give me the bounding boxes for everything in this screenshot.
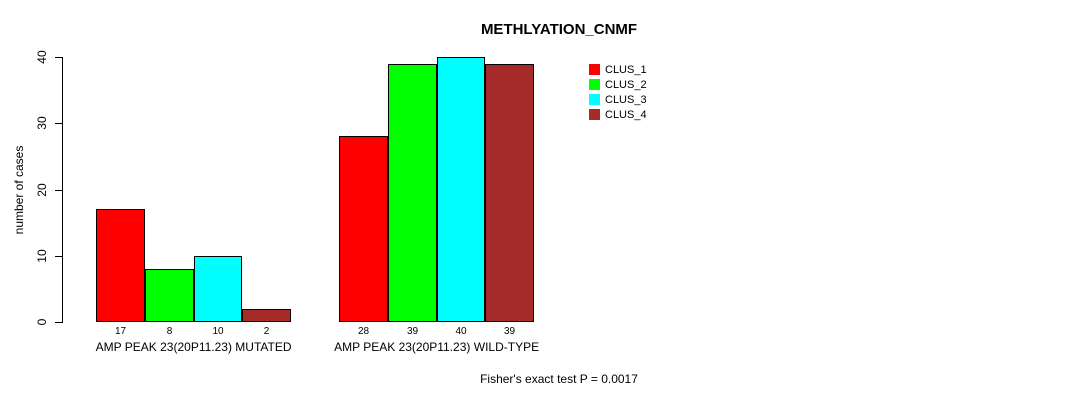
- legend-label: CLUS_1: [605, 63, 647, 76]
- bar-value-label: 17: [114, 326, 127, 337]
- bar-clus_4-group1: [242, 309, 291, 322]
- legend-swatch-clus_1: [589, 64, 600, 75]
- y-tick: [55, 322, 62, 323]
- legend-row-clus_1: CLUS_1: [589, 62, 647, 77]
- bar-clus_1-group1: [96, 209, 145, 322]
- group-label-1: AMP PEAK 23(20P11.23) MUTATED: [95, 340, 292, 354]
- legend-label: CLUS_2: [605, 78, 647, 91]
- bar-clus_1-group2: [339, 136, 388, 322]
- bar-value-label: 39: [503, 326, 516, 337]
- legend-swatch-clus_3: [589, 94, 600, 105]
- legend-label: CLUS_3: [605, 93, 647, 106]
- bar-value-label: 2: [263, 326, 270, 337]
- legend-swatch-clus_2: [589, 79, 600, 90]
- bar-value-label: 40: [455, 326, 467, 337]
- legend-row-clus_3: CLUS_3: [589, 92, 647, 107]
- y-axis-line: [62, 57, 63, 323]
- y-tick: [55, 57, 62, 58]
- y-tick-label: 30: [35, 116, 49, 130]
- legend: CLUS_1 CLUS_2 CLUS_3 CLUS_4: [589, 62, 647, 122]
- chart-title: METHLYATION_CNMF: [480, 21, 638, 38]
- legend-swatch-clus_4: [589, 109, 600, 120]
- bar-value-label: 28: [357, 326, 370, 337]
- bar-value-label: 8: [166, 326, 173, 337]
- bar-clus_2-group1: [145, 269, 194, 322]
- y-tick-label: 20: [35, 182, 49, 197]
- y-tick: [55, 255, 62, 257]
- bar-clus_4-group2: [485, 64, 534, 322]
- y-axis-title: number of cases: [12, 145, 26, 235]
- y-tick-label: 10: [35, 249, 49, 263]
- legend-label: CLUS_4: [605, 108, 647, 121]
- legend-row-clus_4: CLUS_4: [589, 107, 647, 122]
- y-tick-label: 40: [35, 50, 49, 64]
- bar-clus_3-group2: [437, 57, 485, 322]
- bar-value-label: 39: [406, 326, 419, 337]
- fisher-test-annotation: Fisher's exact test P = 0.0017: [480, 372, 638, 386]
- y-tick: [55, 189, 62, 191]
- group-label-2: AMP PEAK 23(20P11.23) WILD-TYPE: [334, 340, 540, 354]
- y-tick: [55, 123, 62, 125]
- bar-value-label: 10: [212, 326, 224, 337]
- bar-clus_3-group1: [194, 256, 242, 322]
- bar-clus_2-group2: [388, 64, 437, 322]
- y-tick-label: 0: [35, 318, 49, 326]
- legend-row-clus_2: CLUS_2: [589, 77, 647, 92]
